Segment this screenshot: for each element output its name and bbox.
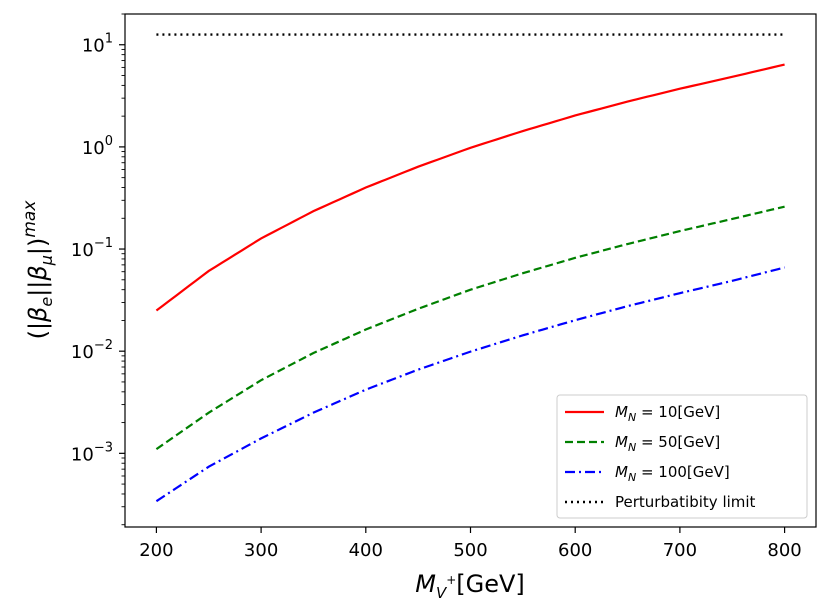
y-tick-label: 10−3 — [71, 440, 113, 465]
x-tick-label: 400 — [349, 540, 383, 561]
x-axis-label: MV+[GeV] — [415, 570, 525, 602]
y-tick-label: 101 — [82, 32, 113, 57]
legend-label-3: MN = 100[GeV] — [615, 463, 730, 484]
x-tick-label: 600 — [558, 540, 592, 561]
x-tick-label: 300 — [244, 540, 278, 561]
y-tick-label: 10−1 — [71, 236, 113, 261]
y-axis-label: (|βe||βμ|)max — [20, 200, 56, 340]
x-tick-label: 500 — [453, 540, 487, 561]
legend-label-2: MN = 50[GeV] — [615, 433, 720, 454]
y-axis-ticks: 10−3 10−2 10−1 100 101 — [71, 13, 125, 526]
x-axis-ticks: 200 300 400 500 600 700 800 — [139, 527, 802, 561]
series-line-1 — [155, 63, 785, 312]
legend-label-1: MN = 10[GeV] — [615, 403, 720, 424]
y-tick-label: 100 — [82, 134, 113, 159]
series-line-3 — [155, 266, 785, 503]
series-layer — [155, 33, 785, 503]
x-tick-label: 700 — [663, 540, 697, 561]
x-tick-label: 800 — [767, 540, 801, 561]
y-tick-label: 10−2 — [71, 338, 113, 363]
x-tick-label: 200 — [139, 540, 173, 561]
legend: MN = 10[GeV] MN = 50[GeV] MN = 100[GeV] Per… — [556, 394, 808, 519]
legend-box — [556, 394, 808, 519]
series-line-2 — [155, 205, 785, 451]
legend-label-4: Perturbatibity limit — [615, 493, 756, 511]
